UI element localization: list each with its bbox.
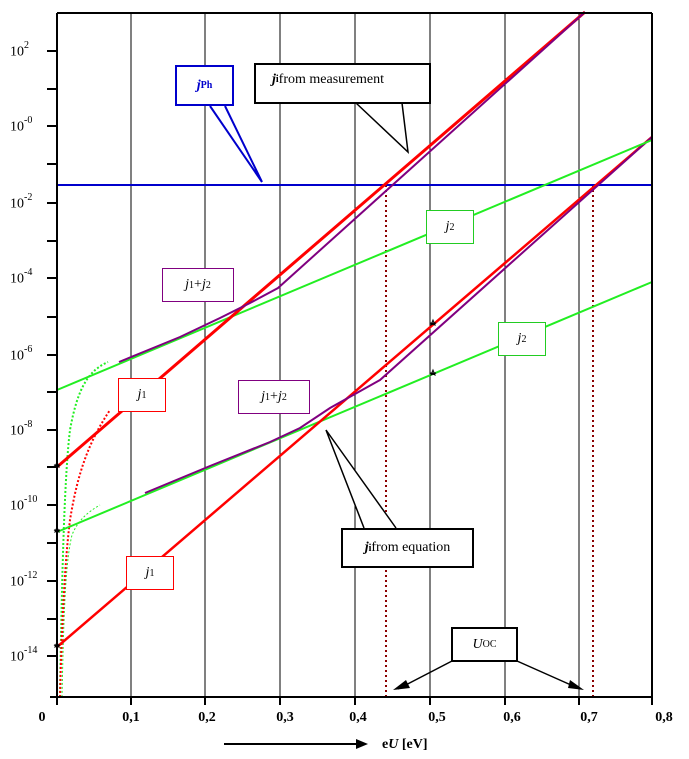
x-tick-label: 0,8 [655, 710, 673, 725]
y-tick-label: 10-6 [10, 344, 33, 364]
j1-plus-j2-equation-label: j 1 + j 2 [238, 380, 310, 414]
j2-equation-line [56, 281, 653, 533]
j2-measurement-line [56, 139, 653, 391]
x-tick-label: 0,7 [580, 710, 598, 725]
y-axis-ticks [47, 50, 57, 657]
dark-current-curves [59, 361, 111, 698]
y-tick-label: 102 [10, 40, 29, 60]
y-tick-label: 10-10 [10, 494, 38, 514]
x-axis-arrow [224, 739, 368, 749]
x-tick-label: 0,2 [198, 710, 216, 725]
x-tick-label: 0,3 [276, 710, 294, 725]
x-axis-ticks [56, 697, 653, 705]
y-tick-label: 10-14 [10, 645, 38, 665]
x-tick-label: 0,6 [503, 710, 521, 725]
y-tick-label: 10-4 [10, 267, 33, 287]
y-tick-label: 10-8 [10, 419, 33, 439]
x-tick-label: 0,5 [428, 710, 446, 725]
x-tick-label: 0 [38, 710, 46, 725]
uoc-callout: U OC [451, 627, 518, 662]
j1-plus-j2-equation-line [144, 136, 653, 494]
y-tick-label: 10-2 [10, 192, 33, 212]
j1-plus-j2-measurement-line [118, 11, 586, 363]
y-tick-label: 10-0 [10, 115, 33, 135]
jph-callout: j Ph [175, 65, 234, 106]
x-axis-label: eU [eV] [382, 737, 428, 752]
callout-tails [209, 102, 581, 690]
star-markers [53, 318, 437, 648]
y-tick-label: 10-12 [10, 570, 38, 590]
x-tick-label: 0,1 [122, 710, 140, 725]
uoc-dotted-lines [385, 185, 594, 697]
uoc-arrowheads [393, 680, 584, 690]
j1-plus-j2-measurement-label: j 1 + j 2 [162, 268, 234, 302]
x-tick-label: 0,4 [349, 710, 367, 725]
